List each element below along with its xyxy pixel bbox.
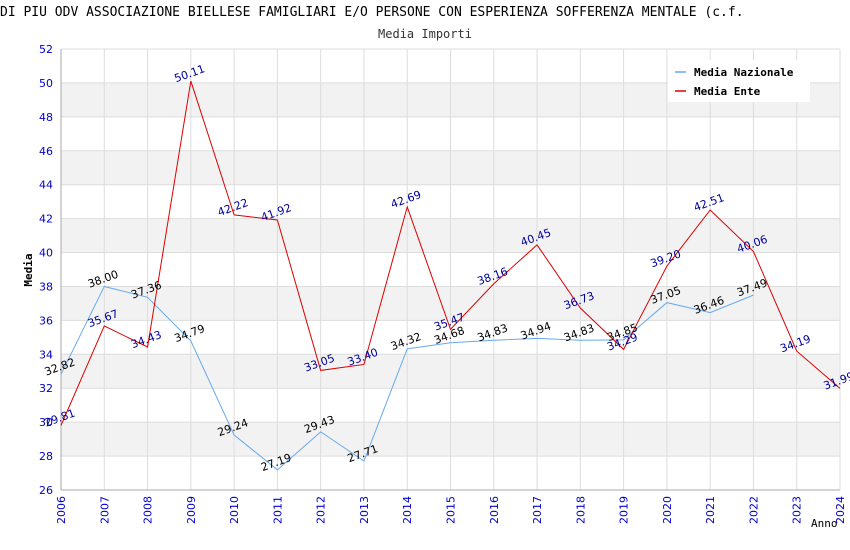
x-tick-label: 2007 (98, 496, 111, 524)
x-tick-label: 2014 (401, 496, 414, 524)
chart-title: DI PIU ODV ASSOCIAZIONE BIELLESE FAMIGLI… (0, 5, 850, 25)
x-tick-label: 2024 (834, 496, 847, 524)
legend: Media Nazionale Media Ente (668, 60, 810, 102)
x-tick-label: 2011 (271, 496, 284, 524)
chart-subtitle: Media Importi (378, 27, 472, 41)
x-axis-ticks: 2006 2007 2008 2009 2010 2011 2012 2013 2014 2015… (55, 496, 847, 524)
y-tick-label: 32 (39, 382, 53, 395)
y-tick-label: 50 (39, 77, 53, 90)
y-tick-label: 28 (39, 450, 53, 463)
y-axis-ticks: 26 28 30 32 34 36 38 40 42 44 46 48 50 52 (39, 43, 53, 497)
x-tick-label: 2010 (228, 496, 241, 524)
x-tick-label: 2015 (445, 496, 458, 524)
legend-box (668, 60, 810, 102)
y-tick-label: 44 (39, 179, 53, 192)
series-line-nazionale (60, 285, 754, 471)
x-tick-label: 2012 (315, 496, 328, 524)
x-tick-label: 2009 (185, 496, 198, 524)
x-tick-label: 2023 (791, 496, 804, 524)
y-tick-label: 36 (39, 314, 53, 327)
chart-title-text: DI PIU ODV ASSOCIAZIONE BIELLESE FAMIGLI… (0, 5, 744, 20)
series-line-ente (60, 80, 841, 426)
axes (60, 49, 841, 491)
x-tick-label: 2017 (531, 496, 544, 524)
x-tick-label: 2020 (661, 496, 674, 524)
y-tick-label: 26 (39, 484, 53, 497)
legend-label: Media Nazionale (694, 66, 794, 79)
y-tick-label: 38 (39, 280, 53, 293)
y-tick-label: 46 (39, 145, 53, 158)
y-tick-label: 34 (39, 348, 53, 361)
x-tick-label: 2006 (55, 496, 68, 524)
x-tick-label: 2013 (358, 496, 371, 524)
x-tick-label: 2019 (618, 496, 631, 524)
y-tick-label: 30 (39, 416, 53, 429)
x-tick-label: 2021 (704, 496, 717, 524)
x-tick-label: 2016 (488, 496, 501, 524)
y-tick-label: 52 (39, 43, 53, 56)
legend-label: Media Ente (694, 85, 761, 98)
y-tick-label: 42 (39, 213, 53, 226)
y-tick-label: 48 (39, 111, 53, 124)
y-tick-label: 40 (39, 247, 53, 260)
x-tick-label: 2018 (574, 496, 587, 524)
series-lines (60, 80, 841, 471)
x-tick-label: 2008 (142, 496, 155, 524)
y-axis-title: Media (22, 253, 35, 286)
x-tick-label: 2022 (747, 496, 760, 524)
x-axis-title: Anno (811, 517, 838, 530)
